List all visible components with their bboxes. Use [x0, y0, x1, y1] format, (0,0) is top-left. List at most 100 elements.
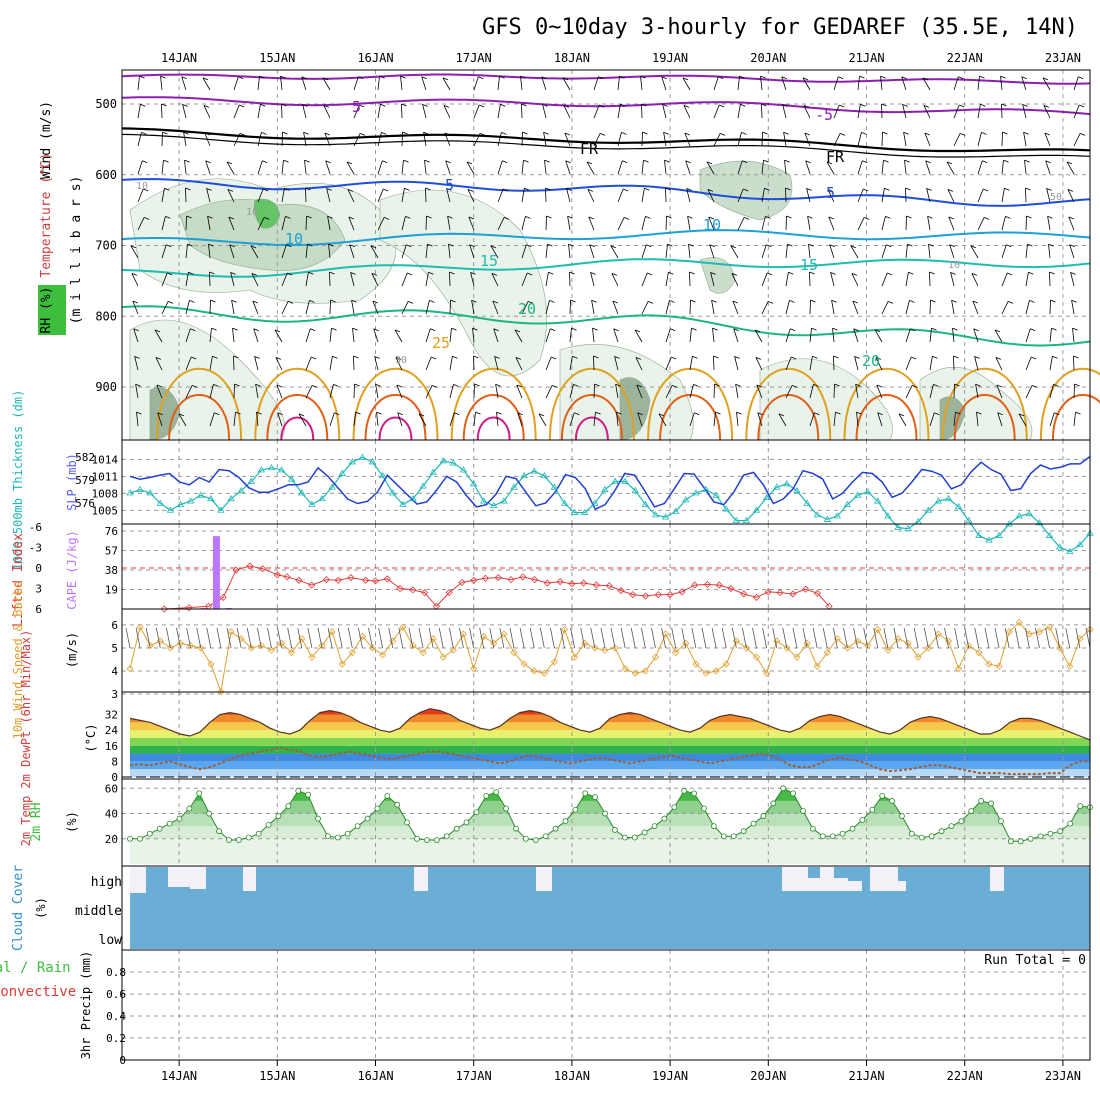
wind-barb	[923, 105, 931, 119]
wind-barb-feather	[1005, 216, 1011, 219]
cloud-gap	[130, 867, 146, 893]
thickness-point	[773, 483, 781, 490]
wind-barb-feather	[647, 301, 654, 304]
wind-barb	[183, 132, 187, 147]
wind-barb-feather	[190, 328, 196, 332]
wind-barb-feather	[980, 103, 986, 107]
wind-barb	[375, 384, 379, 399]
wind-speed-point	[621, 665, 629, 673]
wind-barb-feather	[376, 411, 382, 415]
wind-barb	[137, 132, 142, 147]
thickness-point	[459, 466, 468, 473]
wind-barb	[1001, 103, 1003, 119]
wind-barb	[953, 355, 955, 371]
wind-barb	[496, 412, 499, 427]
wind-barb	[736, 412, 739, 427]
rh-point	[216, 828, 222, 835]
lifted-index-point	[445, 589, 453, 597]
wind-speed-point	[914, 653, 922, 661]
surface-wind-barb	[408, 627, 414, 649]
thickness-point	[823, 515, 831, 522]
wind-barb-feather	[975, 383, 981, 387]
wind-barb	[591, 300, 595, 315]
wind-barb-feather	[227, 189, 234, 192]
thickness-point	[560, 499, 569, 506]
wind-barb-feather	[542, 104, 548, 107]
wind-barb-feather	[382, 160, 388, 164]
wind-barb	[689, 356, 693, 371]
surface-wind-barb	[1085, 627, 1091, 649]
wind-barb-feather	[694, 412, 700, 416]
wind-barb-feather	[1048, 243, 1054, 247]
wind-barb	[905, 356, 912, 371]
wind-barb	[617, 188, 624, 203]
wind-barb	[131, 273, 139, 287]
wind-speed-point	[924, 644, 932, 652]
wind-barb	[975, 384, 979, 399]
wind-barb	[276, 384, 283, 399]
thickness-point	[621, 477, 629, 484]
wind-barb	[422, 104, 427, 119]
wind-barb	[1045, 160, 1051, 175]
temperature-band	[130, 761, 1090, 770]
pressure-tick-label: 600	[95, 168, 117, 182]
lifted-index-point	[507, 576, 515, 584]
wind-barb	[543, 132, 547, 147]
wind-barb	[617, 132, 622, 147]
wind-speed-point	[843, 644, 852, 652]
wind-speed-point	[641, 667, 649, 675]
wind-barb	[949, 244, 955, 259]
wind-barb-feather	[133, 328, 139, 332]
wind-barb-feather	[418, 413, 425, 417]
wind-barb	[1072, 328, 1075, 343]
cape-bar	[212, 536, 220, 609]
surface-wind-barb	[812, 627, 818, 649]
temperature-line	[129, 708, 1091, 741]
wind-barb-feather	[804, 132, 810, 136]
wind-barb	[737, 217, 745, 231]
thickness-point	[833, 512, 842, 519]
wind-barb-feather	[685, 160, 691, 164]
thickness-point	[207, 494, 215, 502]
wind-barb	[521, 188, 525, 203]
wind-barb-feather	[952, 327, 958, 331]
rh-point	[424, 837, 430, 843]
wind-barb	[711, 300, 715, 315]
rh-point	[235, 837, 242, 843]
wind-barb-feather	[875, 357, 882, 360]
rh-point	[226, 837, 232, 843]
wind-barb	[856, 412, 859, 427]
contour-label: 10	[703, 216, 721, 234]
wind-barb	[830, 272, 835, 287]
boundary-layer-contour	[280, 416, 315, 441]
wind-barb	[901, 76, 907, 91]
boundary-layer-contour	[378, 416, 413, 441]
wind-barb	[514, 329, 523, 343]
wind-barb-feather	[324, 132, 330, 136]
wind-barb	[853, 328, 859, 343]
wind-barb-feather	[715, 411, 721, 415]
wind-barb	[828, 216, 835, 231]
wind-barb	[569, 412, 575, 427]
wind-barb-feather	[453, 384, 459, 387]
surface-wind-barb	[418, 627, 424, 649]
rh-point	[849, 825, 856, 832]
thickness-point	[904, 524, 912, 532]
wind-barb-feather	[191, 385, 198, 388]
wind-barb-feather	[863, 188, 869, 192]
wind-barb-feather	[785, 187, 791, 191]
wind-barb	[875, 357, 883, 371]
wind-barb	[731, 273, 739, 287]
wind-barb	[832, 328, 835, 343]
surface-wind-barb	[499, 627, 505, 649]
wind-barb-feather	[443, 105, 450, 108]
lifted-index-point	[666, 591, 674, 599]
wind-barb	[946, 161, 955, 175]
thickness-point	[1045, 531, 1054, 538]
wind-barb	[401, 216, 406, 231]
rh-point	[631, 834, 638, 841]
wind-barb	[255, 384, 259, 399]
wind-barb	[898, 413, 907, 427]
wind-barb-feather	[953, 355, 959, 359]
rh-point	[1047, 830, 1054, 837]
